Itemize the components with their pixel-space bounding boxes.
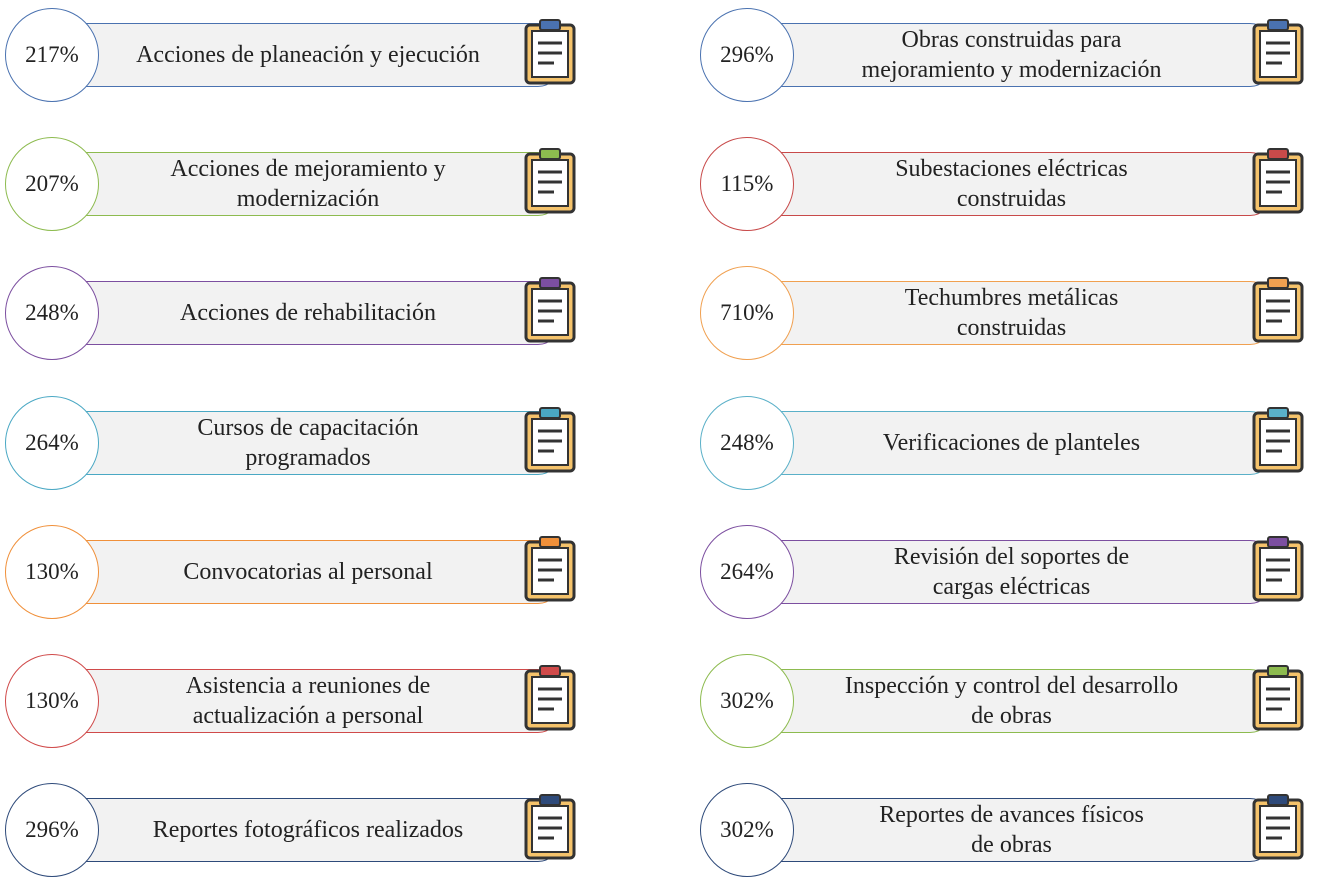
- value-circle: 248%: [700, 396, 794, 490]
- icon: [514, 17, 586, 89]
- icon: [514, 405, 586, 477]
- icon: [1242, 792, 1314, 864]
- value-circle: 130%: [5, 525, 99, 619]
- icon: [514, 146, 586, 218]
- value-circle: 115%: [700, 137, 794, 231]
- icon: [514, 275, 586, 347]
- value-circle: 264%: [700, 525, 794, 619]
- label: Subestaciones eléctricas construidas: [794, 152, 1229, 216]
- icon: [1242, 405, 1314, 477]
- value-circle: 710%: [700, 266, 794, 360]
- label: Convocatorias al personal: [99, 540, 517, 604]
- icon: [514, 663, 586, 735]
- icon: [1242, 146, 1314, 218]
- icon: [1242, 534, 1314, 606]
- label: Acciones de planeación y ejecución: [99, 23, 517, 87]
- icon: [1242, 17, 1314, 89]
- label: Inspección y control del desarrollo de o…: [794, 669, 1229, 733]
- label: Asistencia a reuniones de actualización …: [99, 669, 517, 733]
- icon: [514, 534, 586, 606]
- label: Obras construidas para mejoramiento y mo…: [794, 23, 1229, 87]
- infographic: Acciones de planeación y ejecución217% A…: [0, 0, 1338, 880]
- icon: [1242, 663, 1314, 735]
- label: Revisión del soportes de cargas eléctric…: [794, 540, 1229, 604]
- icon: [514, 792, 586, 864]
- label: Verificaciones de planteles: [794, 411, 1229, 475]
- icon: [1242, 275, 1314, 347]
- value-circle: 130%: [5, 654, 99, 748]
- value-circle: 302%: [700, 783, 794, 877]
- value-circle: 264%: [5, 396, 99, 490]
- value-circle: 217%: [5, 8, 99, 102]
- label: Reportes fotográficos realizados: [99, 798, 517, 862]
- label: Acciones de rehabilitación: [99, 281, 517, 345]
- label: Techumbres metálicas construidas: [794, 281, 1229, 345]
- value-circle: 248%: [5, 266, 99, 360]
- label: Reportes de avances físicos de obras: [794, 798, 1229, 862]
- label: Acciones de mejoramiento y modernización: [99, 152, 517, 216]
- value-circle: 302%: [700, 654, 794, 748]
- value-circle: 296%: [5, 783, 99, 877]
- value-circle: 207%: [5, 137, 99, 231]
- label: Cursos de capacitación programados: [99, 411, 517, 475]
- value-circle: 296%: [700, 8, 794, 102]
